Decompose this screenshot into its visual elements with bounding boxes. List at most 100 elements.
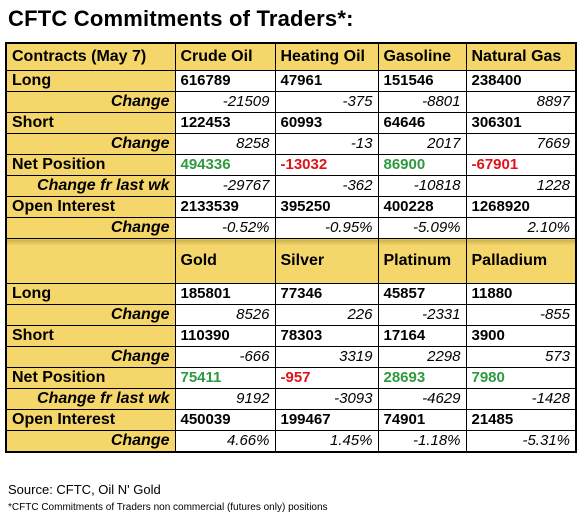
change-cell: -0.52% — [174, 217, 276, 239]
value-cell: 151546 — [377, 70, 467, 92]
row-label: Change — [5, 91, 176, 113]
table-row: Net Position 75411 -957 28693 7980 — [5, 367, 577, 389]
table-row: Long 616789 47961 151546 238400 — [5, 70, 577, 92]
change-cell: -3093 — [274, 388, 379, 410]
page-title: CFTC Commitments of Traders*: — [8, 6, 354, 31]
change-cell: 2298 — [377, 346, 467, 368]
metals-column-header: Platinum — [377, 238, 467, 284]
value-cell: 77346 — [274, 283, 379, 305]
table-row: Short 110390 78303 17164 3900 — [5, 325, 577, 347]
change-cell: 3319 — [274, 346, 379, 368]
value-cell: 75411 — [174, 367, 276, 389]
change-cell: -855 — [465, 304, 577, 326]
change-cell: 2017 — [377, 133, 467, 155]
metals-column-header: Gold — [174, 238, 276, 284]
change-cell: -8801 — [377, 91, 467, 113]
value-cell: -13032 — [274, 154, 379, 176]
energy-column-header: Crude Oil — [174, 42, 276, 71]
value-cell: 86900 — [377, 154, 467, 176]
value-cell: 11880 — [465, 283, 577, 305]
row-label: Short — [5, 112, 176, 134]
row-label: Open Interest — [5, 196, 176, 218]
cot-table-container: Contracts (May 7) Crude Oil Heating Oil Gas… — [5, 42, 577, 453]
value-cell: -957 — [274, 367, 379, 389]
change-cell: 7669 — [465, 133, 577, 155]
change-cell: -21509 — [174, 91, 276, 113]
table-row: Change 8526 226 -2331 -855 — [5, 304, 577, 326]
row-label: Change — [5, 346, 176, 368]
value-cell: 45857 — [377, 283, 467, 305]
value-cell: 74901 — [377, 409, 467, 431]
metals-header-label — [5, 238, 176, 284]
change-cell: 2.10% — [465, 217, 577, 239]
value-cell: 21485 — [465, 409, 577, 431]
row-label: Change — [5, 430, 176, 453]
table-row: Change -21509 -375 -8801 8897 — [5, 91, 577, 113]
row-label: Open Interest — [5, 409, 176, 431]
value-cell: 306301 — [465, 112, 577, 134]
cot-table-body: Contracts (May 7) Crude Oil Heating Oil Gas… — [5, 42, 577, 453]
change-cell: -362 — [274, 175, 379, 197]
change-cell: 9192 — [174, 388, 276, 410]
change-cell: -0.95% — [274, 217, 379, 239]
row-label: Short — [5, 325, 176, 347]
change-cell: -666 — [174, 346, 276, 368]
change-cell: -29767 — [174, 175, 276, 197]
row-label: Long — [5, 283, 176, 305]
energy-column-header: Gasoline — [377, 42, 467, 71]
change-cell: 8526 — [174, 304, 276, 326]
value-cell: 47961 — [274, 70, 379, 92]
metals-header-row: Gold Silver Platinum Palladium — [5, 238, 577, 284]
metals-column-header: Palladium — [465, 238, 577, 284]
change-cell: 4.66% — [174, 430, 276, 453]
change-cell: 8897 — [465, 91, 577, 113]
table-row: Change 4.66% 1.45% -1.18% -5.31% — [5, 430, 577, 453]
table-row: Open Interest 450039 199467 74901 21485 — [5, 409, 577, 431]
change-cell: -10818 — [377, 175, 467, 197]
value-cell: 494336 — [174, 154, 276, 176]
energy-column-header: Heating Oil — [274, 42, 379, 71]
footnote: *CFTC Commitments of Traders non commerc… — [8, 502, 328, 513]
value-cell: 3900 — [465, 325, 577, 347]
change-cell: -1428 — [465, 388, 577, 410]
table-row: Change -666 3319 2298 573 — [5, 346, 577, 368]
change-cell: 1.45% — [274, 430, 379, 453]
table-row: Change fr last wk -29767 -362 -10818 1228 — [5, 175, 577, 197]
change-cell: -5.31% — [465, 430, 577, 453]
value-cell: 185801 — [174, 283, 276, 305]
change-cell: -4629 — [377, 388, 467, 410]
change-cell: 8258 — [174, 133, 276, 155]
change-cell: 226 — [274, 304, 379, 326]
row-label: Change fr last wk — [5, 388, 176, 410]
value-cell: 1268920 — [465, 196, 577, 218]
table-row: Change fr last wk 9192 -3093 -4629 -1428 — [5, 388, 577, 410]
table-row: Long 185801 77346 45857 11880 — [5, 283, 577, 305]
energy-header-label: Contracts (May 7) — [5, 42, 176, 71]
value-cell: 78303 — [274, 325, 379, 347]
row-label: Change — [5, 217, 176, 239]
energy-column-header: Natural Gas — [465, 42, 577, 71]
metals-column-header: Silver — [274, 238, 379, 284]
table-row: Change -0.52% -0.95% -5.09% 2.10% — [5, 217, 577, 239]
change-cell: -13 — [274, 133, 379, 155]
change-cell: -5.09% — [377, 217, 467, 239]
change-cell: -2331 — [377, 304, 467, 326]
value-cell: 395250 — [274, 196, 379, 218]
row-label: Change — [5, 304, 176, 326]
value-cell: 199467 — [274, 409, 379, 431]
change-cell: 573 — [465, 346, 577, 368]
value-cell: 28693 — [377, 367, 467, 389]
row-label: Change fr last wk — [5, 175, 176, 197]
source-note: Source: CFTC, Oil N' Gold — [8, 482, 161, 497]
table-row: Net Position 494336 -13032 86900 -67901 — [5, 154, 577, 176]
value-cell: 122453 — [174, 112, 276, 134]
value-cell: 60993 — [274, 112, 379, 134]
table-row: Open Interest 2133539 395250 400228 1268920 — [5, 196, 577, 218]
value-cell: -67901 — [465, 154, 577, 176]
change-cell: -1.18% — [377, 430, 467, 453]
value-cell: 616789 — [174, 70, 276, 92]
value-cell: 110390 — [174, 325, 276, 347]
row-label: Net Position — [5, 154, 176, 176]
change-cell: 1228 — [465, 175, 577, 197]
row-label: Long — [5, 70, 176, 92]
